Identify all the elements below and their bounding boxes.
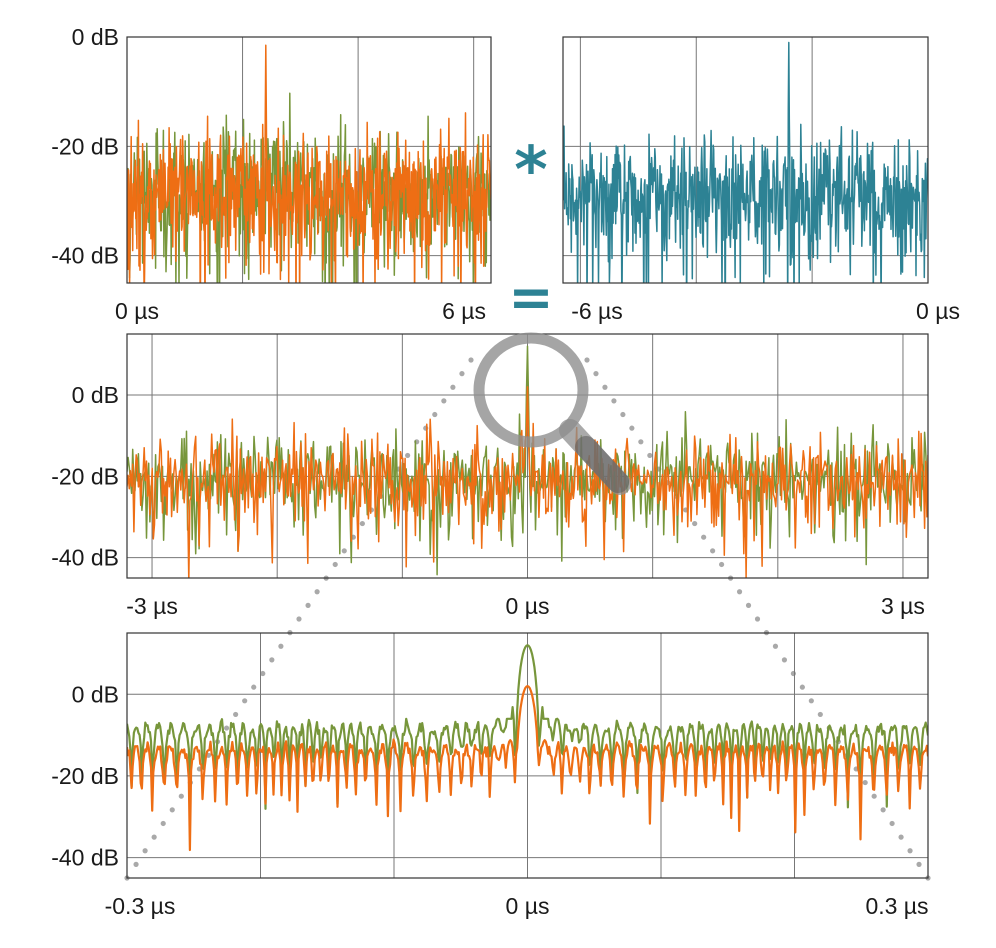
zoom-dot [269,657,275,663]
zoom-dot [341,548,347,554]
zoom-dot [459,371,465,377]
zoom-dot [692,520,698,527]
zoom-dot [450,384,456,390]
zoom-dot [647,452,653,459]
y-tick-label: -40 dB [51,243,119,269]
y-tick-label: 0 dB [72,24,119,50]
x-tick-label: -0.3 µs [105,893,176,919]
zoom-dot [251,684,257,690]
x-tick-label: 0 µs [115,298,159,324]
zoom-dot [178,793,184,799]
zoom-dot [278,643,284,649]
zoom-dot [151,834,157,840]
zoom-dot [305,602,311,608]
zoom-dot [593,371,599,377]
zoom-dot [790,670,796,677]
y-tick-label: -40 dB [51,845,119,871]
panel-middle: 0 dB -20 dB -40 dB -3 µs 0 µs 3 µs [51,333,929,619]
zoom-dot [332,561,338,568]
zoom-dot [799,684,805,690]
zoom-dot [468,357,474,363]
plot-frame [126,632,929,879]
series-line-orange [127,386,928,578]
zoom-dot [701,534,707,540]
zoom-dot [871,793,877,799]
zoom-dot [907,848,913,854]
panels: 0 dB -20 dB -40 dB 0 µs 6 µs -6 µs 0 µs 0 dB -20… [51,24,960,919]
zoom-dot [862,779,868,786]
y-tick-label: -40 dB [51,545,119,571]
y-tick-label: -20 dB [51,133,119,159]
panel-top-right: -6 µs 0 µs [562,36,960,324]
zoom-dot [638,439,644,445]
plot-frame [126,36,492,284]
series-line-orange [127,685,928,852]
zoom-dot [242,698,248,704]
zoom-dot [880,807,886,813]
x-tick-label: 0.3 µs [865,893,928,919]
zoom-dot [602,384,608,390]
equals-operator: = [508,266,553,329]
x-tick-label: 0 µs [506,893,550,919]
zoom-dot [781,657,788,663]
zoom-dot [736,589,743,595]
x-tick-label: 6 µs [442,298,486,324]
zoom-dot [611,398,617,404]
zoom-dot [745,602,752,608]
y-tick-label: -20 dB [51,463,119,489]
zoom-dot [432,411,438,418]
zoom-dot [808,698,814,704]
zoom-dot [629,425,635,431]
zoom-dot [754,616,761,622]
zoom-dot [620,411,626,418]
zoom-dot [296,616,302,622]
y-tick-label: 0 dB [72,681,119,707]
zoom-dot [710,548,716,554]
x-tick-label: 0 µs [916,298,960,324]
zoom-dot [223,725,230,731]
zoom-dot [160,820,166,827]
zoom-dot [916,861,922,867]
x-tick-label: 3 µs [881,593,925,619]
zoom-dot [719,561,725,568]
zoom-dot [405,452,411,459]
zoom-dot [169,807,175,813]
panel-bottom: 0 dB -20 dB -40 dB -0.3 µs 0 µs 0.3 µs [51,632,929,919]
zoom-dot [359,520,365,527]
series-line-green [127,345,928,576]
zoom-dot [260,670,266,677]
zoom-dot [233,711,239,718]
zoom-dot [584,357,590,363]
series-line-teal [563,41,928,283]
zoom-dot [441,398,447,404]
x-tick-label: 0 µs [506,593,550,619]
zoom-dot [133,861,139,867]
series-line-green [127,644,928,810]
zoom-dot [889,820,895,827]
zoom-dot [898,834,904,840]
zoom-dot [772,643,779,649]
series-line-orange [127,44,491,283]
panel-top-left: 0 dB -20 dB -40 dB 0 µs 6 µs [51,24,492,324]
x-tick-label: -3 µs [126,593,178,619]
zoom-dot [314,589,320,595]
convolution-operator: * [514,134,547,208]
operators: * = [508,134,553,329]
magnifier-icon [473,332,631,495]
zoom-dot [142,848,148,854]
x-tick-label: -6 µs [571,298,623,324]
y-tick-label: 0 dB [72,382,119,408]
magnifier-lens [473,332,589,448]
y-tick-label: -20 dB [51,763,119,789]
zoom-dot [817,711,823,718]
plot-frame [562,36,929,284]
magnifier-grip [575,436,629,493]
